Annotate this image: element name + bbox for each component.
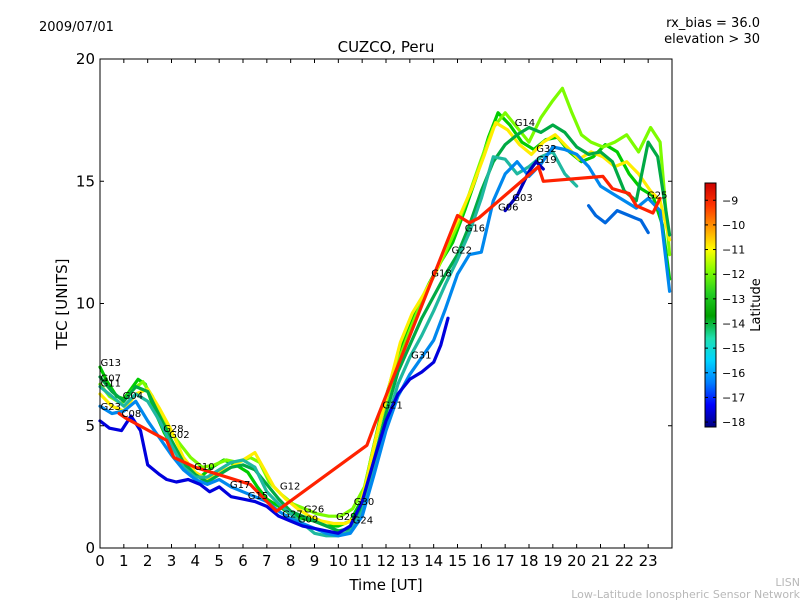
x-tick-label: 15 <box>448 552 467 570</box>
date-label: 2009/07/01 <box>39 20 114 35</box>
tec-series-10 <box>117 165 662 513</box>
satellite-label-g02: G02 <box>169 430 189 441</box>
satellite-label-g13: G13 <box>101 358 121 369</box>
satellite-label-g18: G18 <box>431 269 451 280</box>
y-tick-label: 5 <box>85 417 95 435</box>
satellite-label-g14: G14 <box>515 118 535 129</box>
tec-series-7 <box>98 316 450 535</box>
x-tick-label: 14 <box>424 552 443 570</box>
tec-series-4 <box>98 123 672 533</box>
satellite-label-g04: G04 <box>123 391 143 402</box>
x-tick-label: 1 <box>119 552 129 570</box>
y-tick-label: 10 <box>76 295 95 313</box>
colorbar-tick-label: −17 <box>722 391 745 404</box>
footer-lisn: LISN <box>775 576 800 589</box>
x-tick-label: 4 <box>191 552 201 570</box>
tec-series-3 <box>98 121 672 526</box>
satellite-label-g26: G26 <box>304 505 324 516</box>
x-tick-label: 16 <box>472 552 491 570</box>
x-tick-label: 18 <box>519 552 538 570</box>
x-tick-label: 19 <box>543 552 562 570</box>
x-tick-label: 23 <box>639 552 658 570</box>
satellite-label-g06: G06 <box>498 203 518 214</box>
x-tick-label: 3 <box>167 552 177 570</box>
footer-network-name: Low-Latitude Ionospheric Sensor Network <box>571 588 800 600</box>
satellite-label-g15: G15 <box>248 491 268 502</box>
x-tick-label: 22 <box>615 552 634 570</box>
x-tick-label: 11 <box>353 552 372 570</box>
x-tick-label: 13 <box>400 552 419 570</box>
y-tick-label: 20 <box>76 50 95 68</box>
satellite-label-g22: G22 <box>452 245 472 256</box>
colorbar-tick-label: −11 <box>722 244 745 257</box>
satellite-label-g25: G25 <box>647 190 667 201</box>
satellite-label-g31: G31 <box>411 351 431 362</box>
x-tick-label: 0 <box>95 552 105 570</box>
satellite-label-c08: C08 <box>122 409 142 420</box>
satellite-label-g17: G17 <box>230 480 250 491</box>
series-layer <box>98 86 672 538</box>
chart-title: CUZCO, Peru <box>338 38 435 56</box>
tec-series-9 <box>587 204 650 235</box>
annotation-layer: G13G07G11G04G23C08G28G02G10G17G15G12G26G… <box>101 118 668 526</box>
colorbar-tick-label: −10 <box>722 219 745 232</box>
rx-bias-label: rx_bias = 36.0 <box>666 16 760 31</box>
colorbar <box>704 182 717 428</box>
x-axis-label: Time [UT] <box>348 576 422 594</box>
x-tick-label: 12 <box>376 552 395 570</box>
satellite-label-g03: G03 <box>512 193 532 204</box>
x-tick-label: 10 <box>329 552 348 570</box>
x-tick-label: 6 <box>238 552 248 570</box>
satellite-label-g28: G28 <box>163 424 183 435</box>
elevation-label: elevation > 30 <box>664 32 760 47</box>
x-tick-label: 17 <box>496 552 515 570</box>
plot-frame <box>99 58 673 549</box>
y-tick-label: 0 <box>85 539 95 557</box>
y-axis-label: TEC [UNITS] <box>53 259 71 351</box>
colorbar-tick-label: −15 <box>722 342 745 355</box>
colorbar-tick-label: −18 <box>722 416 745 429</box>
x-tick-label: 2 <box>143 552 153 570</box>
x-tick-label: 5 <box>214 552 224 570</box>
x-tick-label: 21 <box>591 552 610 570</box>
colorbar-tick-label: −9 <box>722 194 738 207</box>
colorbar-tick-label: −14 <box>722 317 745 330</box>
satellite-label-g23: G23 <box>101 402 121 413</box>
satellite-label-g24: G24 <box>353 516 373 527</box>
satellite-label-g19: G19 <box>536 155 556 166</box>
satellite-label-g30: G30 <box>354 497 374 508</box>
x-tick-label: 8 <box>286 552 296 570</box>
colorbar-label: Latitude <box>749 278 764 332</box>
satellite-label-g11: G11 <box>101 379 121 390</box>
satellite-label-g27: G27 <box>282 509 302 520</box>
x-tick-label: 7 <box>262 552 272 570</box>
satellite-label-g09: G09 <box>298 514 318 525</box>
satellite-label-g07: G07 <box>101 374 121 385</box>
colorbar-tick-label: −13 <box>722 293 745 306</box>
colorbar-ticks: −9 −10 −11 −12 −13 −14 −15 −16 −17 −18 <box>705 194 745 429</box>
satellite-label-g32: G32 <box>536 144 556 155</box>
satellite-label-g29: G29 <box>336 512 356 523</box>
colorbar-tick-label: −16 <box>722 367 745 380</box>
colorbar-tick-label: −12 <box>722 268 745 281</box>
y-tick-label: 15 <box>76 172 95 190</box>
tec-series-8 <box>503 160 545 213</box>
satellite-label-g12: G12 <box>280 481 300 492</box>
x-tick-label: 9 <box>310 552 320 570</box>
x-tick-label: 20 <box>567 552 586 570</box>
satellite-label-g16: G16 <box>465 223 485 234</box>
y-axis: 0 5 10 15 20 <box>76 50 672 557</box>
satellite-label-g21: G21 <box>382 401 402 412</box>
tec-series-6 <box>98 145 672 538</box>
x-axis: 0 1 2 3 4 5 6 7 8 9 10 11 12 13 14 15 16 17 18 19 20 21 22 23 <box>95 59 658 570</box>
satellite-label-g10: G10 <box>194 462 214 473</box>
